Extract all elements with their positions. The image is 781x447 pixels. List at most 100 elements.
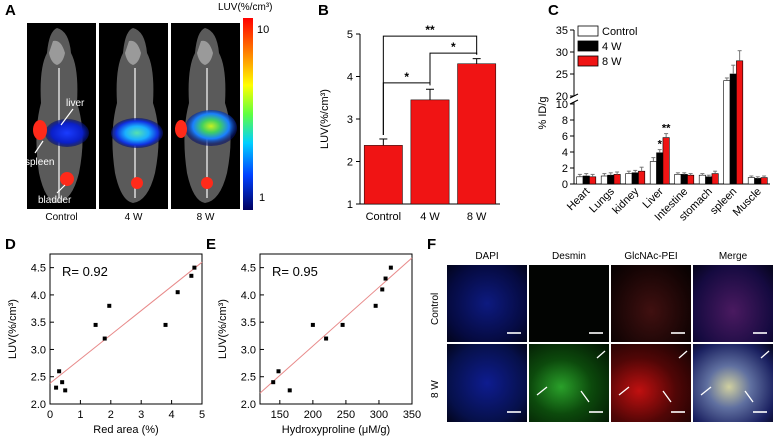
bar xyxy=(457,63,497,205)
column-label-desmin: Desmin xyxy=(552,251,586,262)
bar xyxy=(576,176,584,185)
data-point xyxy=(287,388,292,393)
group-label-control: Control xyxy=(45,212,78,223)
bar xyxy=(729,73,737,185)
bar xyxy=(760,177,768,185)
fit-line xyxy=(49,261,203,384)
mouse-silhouette-8w xyxy=(175,28,237,203)
mouse-image-8w xyxy=(171,23,240,209)
x-axis-label: Red area (%) xyxy=(93,424,158,436)
data-point xyxy=(380,287,385,292)
label-spleen: spleen xyxy=(25,157,55,168)
plot-frame xyxy=(259,253,413,405)
data-point xyxy=(276,369,281,374)
arrow-icon xyxy=(662,390,672,403)
bar xyxy=(631,172,639,185)
y-axis-label: LUV(%/cm³) xyxy=(319,89,331,149)
x-tick-label: Control xyxy=(366,211,401,223)
y-tick-label: 3.0 xyxy=(241,344,256,356)
mouse-silhouette-4w xyxy=(111,28,163,203)
y-tick-label: 20 xyxy=(556,91,568,103)
data-point xyxy=(271,380,276,385)
bar xyxy=(638,170,646,185)
y-tick-label: 8 xyxy=(562,115,568,127)
y-tick-label: 4.0 xyxy=(241,290,256,302)
x-tick-label: 300 xyxy=(370,409,388,421)
y-tick-label: 4.5 xyxy=(31,263,46,275)
group-label-4w: 4 W xyxy=(124,212,143,223)
panel-letter-d: D xyxy=(5,236,16,253)
column-label-dapi: DAPI xyxy=(475,251,499,262)
bladder-signal-control xyxy=(60,172,74,186)
bladder-signal-8w xyxy=(201,177,213,189)
data-point xyxy=(57,369,62,374)
chart-d: 2.0 2.5 3.0 3.5 4.0 4.5 0 1 2 3 4 5 Red area (%) LUV(… xyxy=(7,253,205,436)
bar xyxy=(662,137,670,185)
data-point xyxy=(175,290,180,295)
spleen-signal-8w xyxy=(175,120,187,138)
significance-label: * xyxy=(404,70,409,84)
x-axis-label: Hydroxyproline (μM/g) xyxy=(282,424,390,436)
y-tick-label: 1 xyxy=(347,199,353,211)
bar xyxy=(363,145,403,205)
y-tick-label: 2.5 xyxy=(241,372,256,384)
x-tick-label: 150 xyxy=(271,409,289,421)
y-tick-label: 2.0 xyxy=(241,399,256,411)
legend-label: 4 W xyxy=(602,41,622,53)
data-point xyxy=(324,336,329,341)
data-point xyxy=(63,388,68,393)
data-point xyxy=(189,273,194,278)
panel-letter-a: A xyxy=(5,2,16,19)
bar xyxy=(589,176,597,185)
y-axis-label: LUV(%/cm³) xyxy=(217,299,229,359)
legend-label: 8 W xyxy=(602,56,622,68)
x-tick-label: 200 xyxy=(304,409,322,421)
liver-signal-4w xyxy=(111,118,163,148)
y-tick-label: 35 xyxy=(556,25,568,37)
bar xyxy=(625,173,633,185)
micrograph-glcnac-control xyxy=(611,265,691,342)
x-tick-label: 4 W xyxy=(420,211,440,223)
y-tick-label: 0 xyxy=(562,179,568,191)
y-tick-label: 2.5 xyxy=(31,372,46,384)
legend-label: Control xyxy=(602,26,637,38)
label-liver: liver xyxy=(66,98,85,109)
bar xyxy=(723,80,731,185)
y-tick-label: 4.5 xyxy=(241,263,256,275)
x-tick-label: 2 xyxy=(108,409,114,421)
legend-swatch xyxy=(577,55,599,67)
legend-swatch xyxy=(577,40,599,52)
significance-label: * xyxy=(451,40,456,54)
bar xyxy=(687,174,695,185)
axis-break-mark xyxy=(569,99,579,105)
micrograph-desmin-control xyxy=(529,265,609,342)
plot-frame xyxy=(49,253,203,405)
x-tick-label: 350 xyxy=(403,409,421,421)
row-label-8w: 8 W xyxy=(430,380,441,398)
y-tick-label: 2 xyxy=(347,157,353,169)
x-tick-label: 3 xyxy=(138,409,144,421)
panel-letter-e: E xyxy=(206,236,217,253)
arrow-icon xyxy=(678,350,688,359)
bladder-signal-4w xyxy=(131,177,143,189)
arrow-icon xyxy=(700,386,712,396)
y-tick-label: 3.0 xyxy=(31,344,46,356)
liver-signal-control xyxy=(45,119,89,147)
label-bladder: bladder xyxy=(38,195,72,206)
arrow-icon xyxy=(596,350,606,359)
colorbar-min-label: 1 xyxy=(259,192,266,204)
bar xyxy=(600,175,608,185)
group-label-8w: 8 W xyxy=(196,212,215,223)
bar xyxy=(754,178,762,185)
x-tick-label: 1 xyxy=(77,409,83,421)
bar xyxy=(582,175,590,185)
panel-letter-b: B xyxy=(318,2,329,19)
bar xyxy=(649,161,657,185)
x-tick-label: 5 xyxy=(199,409,205,421)
bar xyxy=(680,174,688,185)
panel-letter-f: F xyxy=(427,236,437,253)
correlation-annotation: R= 0.92 xyxy=(62,264,108,279)
mouse-image-control xyxy=(27,23,96,209)
bar xyxy=(613,174,621,185)
colorbar xyxy=(243,18,253,210)
